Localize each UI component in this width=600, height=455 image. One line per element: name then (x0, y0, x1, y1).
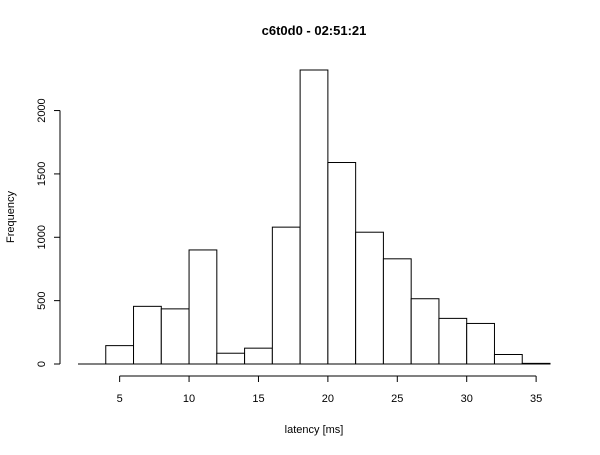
y-axis-label: Frequency (5, 191, 17, 243)
bars-group (78, 69, 551, 365)
y-tick-label: 500 (36, 291, 48, 309)
histogram-bar (216, 352, 246, 365)
x-tick-label: 5 (117, 393, 123, 405)
x-tick-label: 25 (391, 393, 403, 405)
x-tick-label: 10 (183, 393, 195, 405)
x-tick-label: 30 (461, 393, 473, 405)
x-tick-label: 15 (252, 393, 264, 405)
histogram-bar (188, 249, 218, 365)
y-tick-label: 2000 (36, 98, 48, 122)
histogram-bar (299, 69, 329, 365)
histogram-bar (355, 231, 384, 365)
histogram-bar (466, 322, 495, 365)
x-axis: 5 10 15 20 25 30 35 (117, 375, 542, 405)
histogram-bar (160, 308, 190, 365)
y-tick-label: 1500 (36, 162, 48, 186)
histogram-bar (105, 345, 135, 365)
histogram-bar (382, 258, 412, 365)
y-tick-label: 1000 (36, 225, 48, 249)
histogram-bar (438, 317, 468, 365)
y-tick-label: 0 (36, 361, 48, 367)
histogram-bar (133, 305, 162, 365)
chart-title: c6t0d0 - 02:51:21 (262, 23, 367, 38)
histogram-bar (410, 298, 440, 365)
histogram-bar (493, 353, 523, 365)
x-tick-label: 35 (530, 393, 542, 405)
histogram-bar (271, 226, 301, 365)
x-axis-label: latency [ms] (285, 424, 344, 436)
histogram-bar (244, 347, 273, 365)
y-axis: 0 500 1000 1500 2000 (36, 98, 61, 367)
histogram-bar (327, 162, 357, 365)
x-tick-label: 20 (322, 393, 334, 405)
